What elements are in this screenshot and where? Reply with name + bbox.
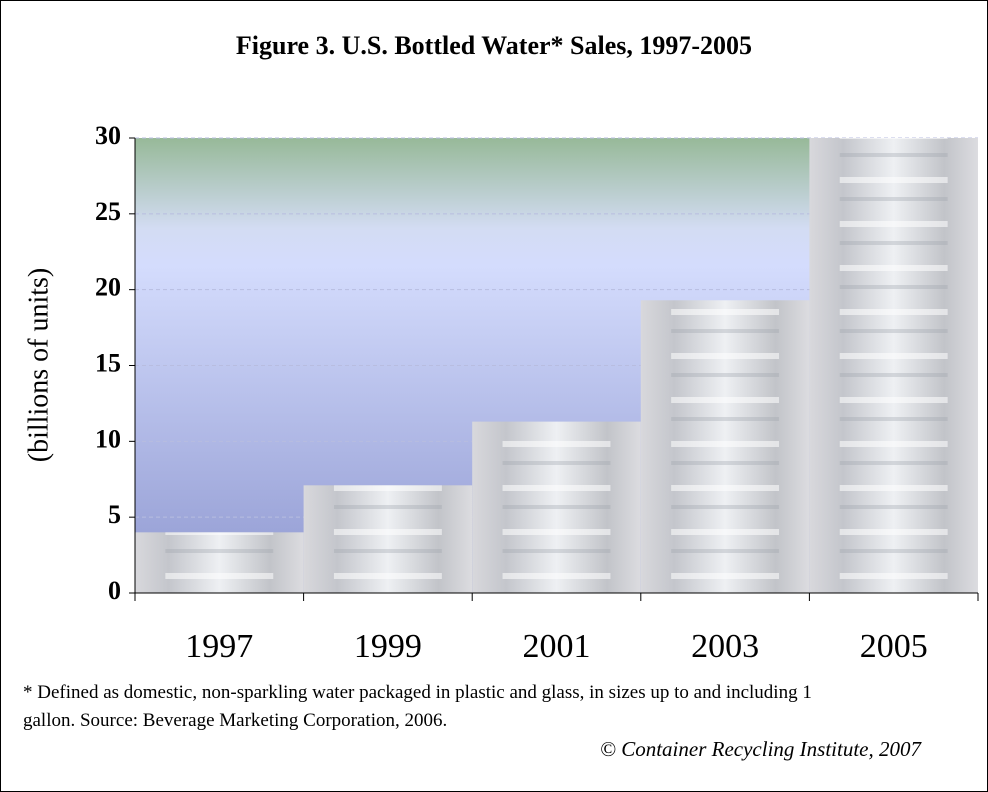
- bar-texture: [502, 421, 611, 593]
- x-tick-label: 1997: [185, 628, 253, 665]
- y-tick-label: 25: [95, 197, 121, 226]
- bar-texture: [671, 300, 780, 593]
- bar-texture: [165, 532, 274, 593]
- y-tick-label: 30: [95, 121, 121, 150]
- y-tick-label: 15: [95, 348, 121, 377]
- x-tick-label: 2001: [523, 628, 591, 665]
- chart-title: Figure 3. U.S. Bottled Water* Sales, 199…: [236, 31, 752, 60]
- y-tick-label: 5: [108, 500, 121, 529]
- y-axis-label: (billions of units): [23, 268, 54, 462]
- y-tick-label: 10: [95, 424, 121, 453]
- x-tick-label: 1999: [354, 628, 422, 665]
- bar-texture: [839, 138, 948, 593]
- x-tick-label: 2003: [691, 628, 759, 665]
- y-tick-label: 0: [108, 576, 121, 605]
- credit: © Container Recycling Institute, 2007: [600, 737, 921, 761]
- bar-texture: [333, 485, 442, 593]
- footnote: * Defined as domestic, non-sparkling wat…: [23, 682, 812, 731]
- y-tick-label: 20: [95, 273, 121, 302]
- x-tick-label: 2005: [860, 628, 928, 665]
- chart: Figure 3. U.S. Bottled Water* Sales, 199…: [23, 31, 979, 665]
